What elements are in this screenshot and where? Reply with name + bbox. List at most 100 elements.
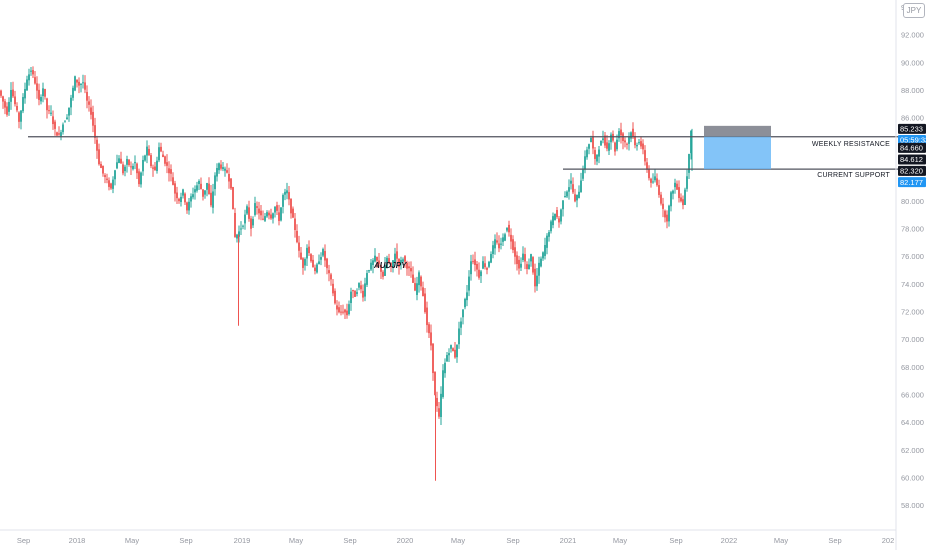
price-tag: 84.660 [898,142,926,153]
candle-body [260,210,262,216]
target-zone[interactable] [704,136,771,170]
price-tag: 82.320 [898,165,926,176]
candle-body [150,155,152,167]
candle-body [628,136,630,144]
candle-body [652,181,654,183]
candle [26,75,28,91]
candle [458,321,460,349]
candle-body [608,143,610,151]
candle [614,141,616,156]
candle-body [14,96,16,105]
candle-body [614,142,616,152]
candle [20,110,22,130]
candle-body [674,182,676,188]
candle-body [490,253,492,263]
time-tick-label: Sep [179,536,192,545]
candle [16,102,18,113]
candle [348,300,350,316]
candle [496,232,498,245]
time-tick-label: 202 [882,536,895,545]
time-tick-label: 2022 [721,536,738,545]
candle [456,344,458,363]
candle [502,233,504,247]
stop-zone[interactable] [704,125,771,137]
currency-badge[interactable]: JPY [903,3,925,18]
candle-body [330,274,332,280]
candle [492,240,494,259]
price-tick-label: 78.000 [901,224,924,233]
candle-body [168,168,170,174]
candle [498,235,500,253]
candle [156,156,158,174]
candle-body [60,132,62,137]
candle [600,140,602,146]
candle [566,190,568,198]
candle-body [92,111,94,126]
price-tag-bg [898,165,926,176]
price-tick-label: 68.000 [901,363,924,372]
candle-body [624,140,626,143]
candle-body [210,192,212,206]
candle-body [68,107,70,116]
candle-body [514,247,516,257]
candle [442,364,444,399]
candle [146,140,148,164]
candle-body [126,158,128,165]
candle [108,177,110,191]
candle [420,275,422,291]
candle [192,187,194,200]
position-box[interactable] [704,125,771,170]
price-axis[interactable]: 94.00092.00090.00088.00086.00084.00082.0… [901,3,924,510]
price-tag: 82.177 [898,177,926,188]
candle-body [684,189,686,205]
candle-body [322,249,324,256]
candle-body [362,290,364,298]
candle-body [244,214,246,224]
candle-body [326,258,328,269]
candle-body [420,276,422,287]
candle [116,154,118,170]
time-axis[interactable]: Sep 2018 May Sep 2019 May Sep 2020 May Sep 2021 May… [17,536,894,545]
candles-layer [0,66,693,481]
candle [494,234,496,255]
time-tick-label: 2021 [560,536,577,545]
candle-body [10,89,12,102]
candle [308,240,310,256]
candle-body [580,180,582,193]
candle [392,260,394,273]
candle-body [196,185,198,191]
candle [54,119,56,136]
candle-body [284,191,286,195]
candle [690,130,692,160]
current-support-label: CURRENT SUPPORT [817,172,890,179]
candle [300,246,302,261]
candle-body [462,309,464,318]
candle [280,207,282,222]
candle [520,257,522,272]
candle-body [450,345,452,349]
candle [364,277,366,302]
candle-body [70,97,72,108]
candle [660,191,662,206]
candle-body [80,84,82,86]
candle-body [438,408,440,417]
candle-body [120,158,122,164]
candle [154,162,156,171]
candle-body [186,202,188,211]
candle-body [382,271,384,277]
candle [34,71,36,85]
candle-body [484,263,486,268]
candle [46,97,48,119]
candle-body [664,210,666,218]
candle-body [496,240,498,243]
candle [622,132,624,150]
candle [592,130,594,155]
candle-body [234,212,236,237]
time-tick-label: May [774,536,788,545]
candle [88,96,90,112]
candle [372,258,374,274]
candle-body [90,107,92,115]
candle-body [42,88,44,97]
